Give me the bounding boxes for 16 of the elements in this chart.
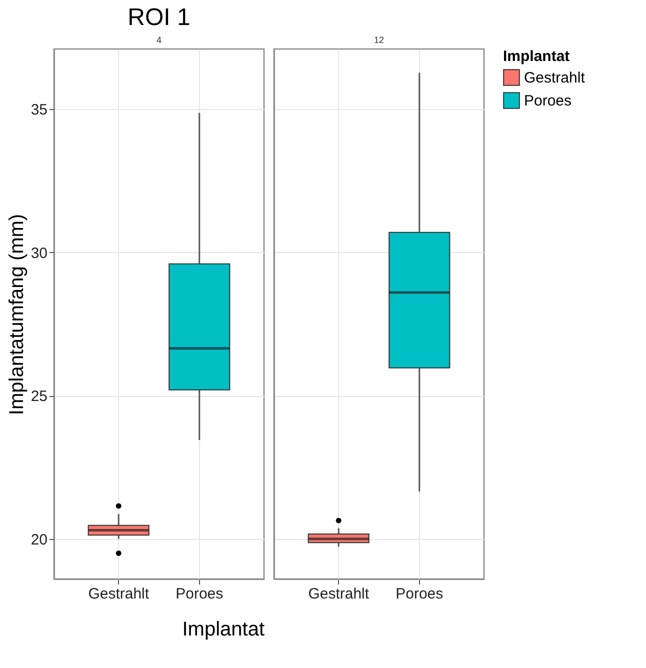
legend-title: Implantat — [503, 48, 570, 65]
y-tick-label: 35 — [30, 102, 48, 119]
chart-subtitle: 12 — [374, 35, 384, 45]
chart-title: ROI 1 — [128, 4, 190, 31]
y-tick-label: 20 — [30, 531, 48, 548]
y-tick-label: 25 — [30, 388, 48, 406]
legend-label: Poroes — [524, 92, 572, 110]
chart-subtitle: 4 — [156, 35, 162, 45]
x-tick-label: Gestrahlt — [308, 586, 370, 602]
legend-label: Gestrahlt — [524, 70, 586, 86]
x-tick-label: Gestrahlt — [88, 586, 150, 602]
y-axis-title: Implantatumfang (mm) — [6, 214, 28, 416]
y-tick-label: 30 — [30, 244, 48, 262]
x-axis-title: Implantat — [182, 618, 265, 640]
x-tick-label: Poroes — [396, 586, 444, 602]
x-tick-label: Poroes — [176, 586, 224, 602]
